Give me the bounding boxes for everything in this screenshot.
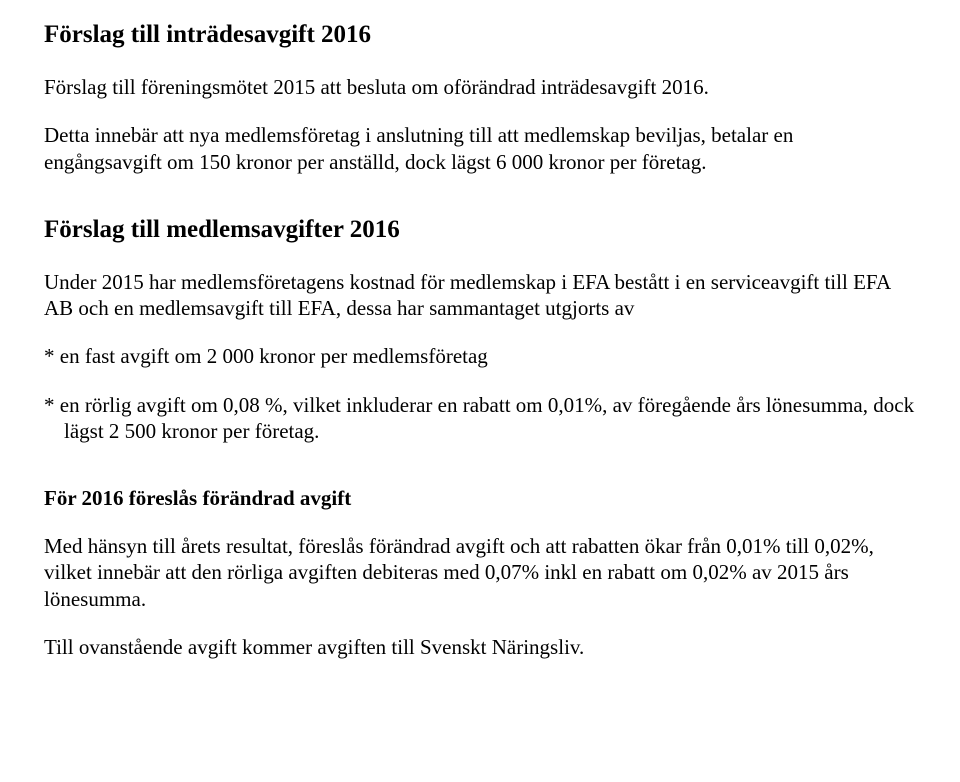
heading-intradesavgift: Förslag till inträdesavgift 2016 — [44, 20, 916, 50]
bullet-item: * en fast avgift om 2 000 kronor per med… — [44, 343, 916, 369]
paragraph: Med hänsyn till årets resultat, föreslås… — [44, 533, 916, 612]
paragraph: Detta innebär att nya medlemsföretag i a… — [44, 122, 916, 175]
heading-medlemsavgifter: Förslag till medlemsavgifter 2016 — [44, 215, 916, 245]
document-page: Förslag till inträdesavgift 2016 Förslag… — [0, 0, 960, 680]
heading-forandrad-avgift: För 2016 föreslås förändrad avgift — [44, 486, 916, 511]
paragraph: Förslag till föreningsmötet 2015 att bes… — [44, 74, 916, 100]
bullet-item: * en rörlig avgift om 0,08 %, vilket ink… — [44, 392, 916, 445]
paragraph: Till ovanstående avgift kommer avgiften … — [44, 634, 916, 660]
paragraph: Under 2015 har medlemsföretagens kostnad… — [44, 269, 916, 322]
